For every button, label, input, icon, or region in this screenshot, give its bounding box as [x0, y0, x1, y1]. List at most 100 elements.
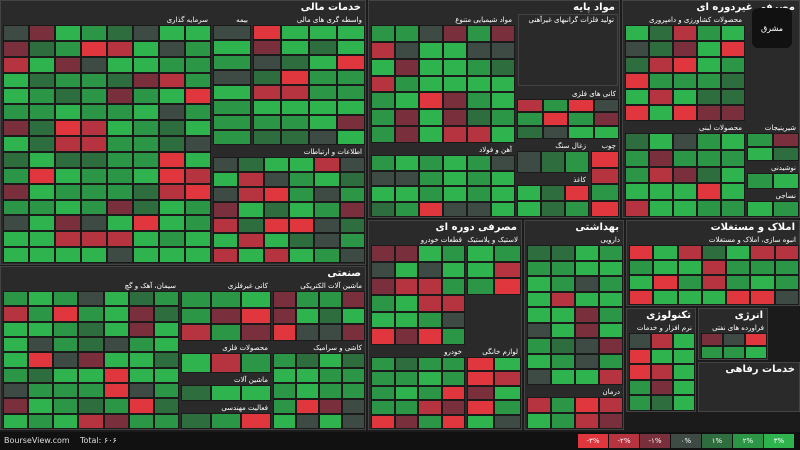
stock-tile[interactable]	[575, 353, 599, 370]
stock-tile[interactable]	[551, 338, 575, 354]
stock-tile[interactable]	[78, 321, 104, 337]
stock-tile[interactable]	[726, 275, 751, 290]
stock-tile[interactable]	[3, 367, 29, 383]
stock-tile[interactable]	[551, 353, 575, 370]
stock-tile[interactable]	[309, 100, 337, 115]
stock-tile[interactable]	[153, 398, 179, 414]
stock-tile[interactable]	[181, 353, 211, 373]
stock-tile[interactable]	[625, 105, 649, 121]
stock-tile[interactable]	[419, 201, 443, 217]
stock-tile[interactable]	[3, 120, 29, 137]
stock-tile[interactable]	[721, 200, 745, 217]
stock-tile[interactable]	[263, 172, 289, 188]
stock-tile[interactable]	[153, 321, 179, 337]
stock-tile[interactable]	[394, 278, 418, 295]
stock-tile[interactable]	[107, 120, 133, 137]
stock-tile[interactable]	[296, 291, 319, 308]
stock-tile[interactable]	[697, 133, 721, 150]
stock-tile[interactable]	[213, 25, 251, 40]
stock-tile[interactable]	[599, 307, 623, 323]
stock-tile[interactable]	[213, 202, 239, 218]
stock-tile[interactable]	[591, 200, 619, 217]
stock-tile[interactable]	[281, 25, 309, 40]
stock-tile[interactable]	[309, 130, 337, 145]
stock-tile[interactable]	[371, 295, 395, 312]
stock-tile[interactable]	[309, 40, 337, 55]
stock-tile[interactable]	[128, 352, 154, 368]
stock-tile[interactable]	[649, 105, 673, 121]
stock-tile[interactable]	[726, 245, 751, 260]
stock-tile[interactable]	[55, 151, 81, 168]
stock-tile[interactable]	[103, 291, 129, 307]
stock-tile[interactable]	[29, 247, 55, 263]
stock-tile[interactable]	[253, 130, 281, 145]
stock-tile[interactable]	[649, 73, 673, 89]
stock-tile[interactable]	[3, 72, 29, 89]
stock-tile[interactable]	[29, 231, 55, 248]
stock-tile[interactable]	[394, 371, 418, 386]
stock-tile[interactable]	[491, 58, 515, 76]
stock-tile[interactable]	[128, 413, 154, 429]
stock-tile[interactable]	[314, 187, 340, 203]
stock-tile[interactable]	[467, 201, 491, 217]
stock-tile[interactable]	[213, 100, 251, 115]
stock-tile[interactable]	[625, 89, 649, 105]
stock-tile[interactable]	[28, 321, 54, 337]
stock-tile[interactable]	[773, 147, 799, 161]
stock-tile[interactable]	[319, 324, 342, 341]
stock-tile[interactable]	[159, 167, 185, 184]
stock-tile[interactable]	[551, 369, 575, 385]
stock-tile[interactable]	[395, 41, 419, 59]
stock-tile[interactable]	[181, 307, 211, 325]
stock-tile[interactable]	[726, 290, 751, 305]
stock-tile[interactable]	[314, 217, 340, 233]
stock-tile[interactable]	[103, 413, 129, 429]
stock-tile[interactable]	[629, 348, 651, 365]
stock-tile[interactable]	[394, 295, 418, 312]
stock-tile[interactable]	[467, 371, 494, 386]
stock-tile[interactable]	[241, 385, 271, 401]
stock-tile[interactable]	[133, 56, 159, 73]
stock-tile[interactable]	[128, 383, 154, 399]
stock-tile[interactable]	[55, 120, 81, 137]
stock-tile[interactable]	[319, 307, 342, 325]
sub-brokerage[interactable]: واسطه گری های مالی	[253, 15, 365, 145]
stock-tile[interactable]	[103, 321, 129, 337]
stock-tile[interactable]	[153, 352, 179, 368]
stock-tile[interactable]	[395, 126, 419, 143]
stock-tile[interactable]	[153, 413, 179, 429]
stock-tile[interactable]	[103, 337, 129, 353]
stock-tile[interactable]	[599, 276, 623, 292]
stock-tile[interactable]	[395, 25, 419, 42]
stock-tile[interactable]	[467, 385, 494, 401]
stock-tile[interactable]	[419, 25, 443, 42]
stock-tile[interactable]	[565, 201, 589, 217]
stock-tile[interactable]	[697, 166, 721, 184]
stock-tile[interactable]	[527, 322, 551, 339]
stock-tile[interactable]	[103, 398, 129, 414]
stock-tile[interactable]	[213, 130, 251, 145]
stock-tile[interactable]	[494, 400, 521, 415]
stock-tile[interactable]	[128, 321, 154, 337]
stock-tile[interactable]	[418, 295, 442, 312]
stock-tile[interactable]	[81, 183, 107, 200]
stock-tile[interactable]	[371, 58, 395, 76]
sub-tile[interactable]: کاشی و سرامیک	[273, 343, 365, 429]
stock-tile[interactable]	[238, 232, 264, 248]
stock-tile[interactable]	[3, 151, 29, 168]
stock-tile[interactable]	[491, 170, 515, 186]
sector-precious-metals[interactable]: تولید فلزات گرانبهای غیرآهنی	[518, 14, 618, 86]
stock-tile[interactable]	[28, 367, 54, 383]
stock-tile[interactable]	[342, 324, 365, 341]
stock-tile[interactable]	[3, 306, 29, 322]
stock-tile[interactable]	[443, 170, 467, 186]
stock-tile[interactable]	[55, 231, 81, 248]
stock-tile[interactable]	[701, 290, 727, 305]
stock-tile[interactable]	[78, 413, 104, 429]
stock-tile[interactable]	[339, 157, 365, 173]
stock-tile[interactable]	[3, 291, 29, 307]
stock-tile[interactable]	[673, 41, 697, 57]
stock-tile[interactable]	[78, 337, 104, 353]
stock-tile[interactable]	[677, 275, 702, 290]
stock-tile[interactable]	[371, 186, 395, 202]
